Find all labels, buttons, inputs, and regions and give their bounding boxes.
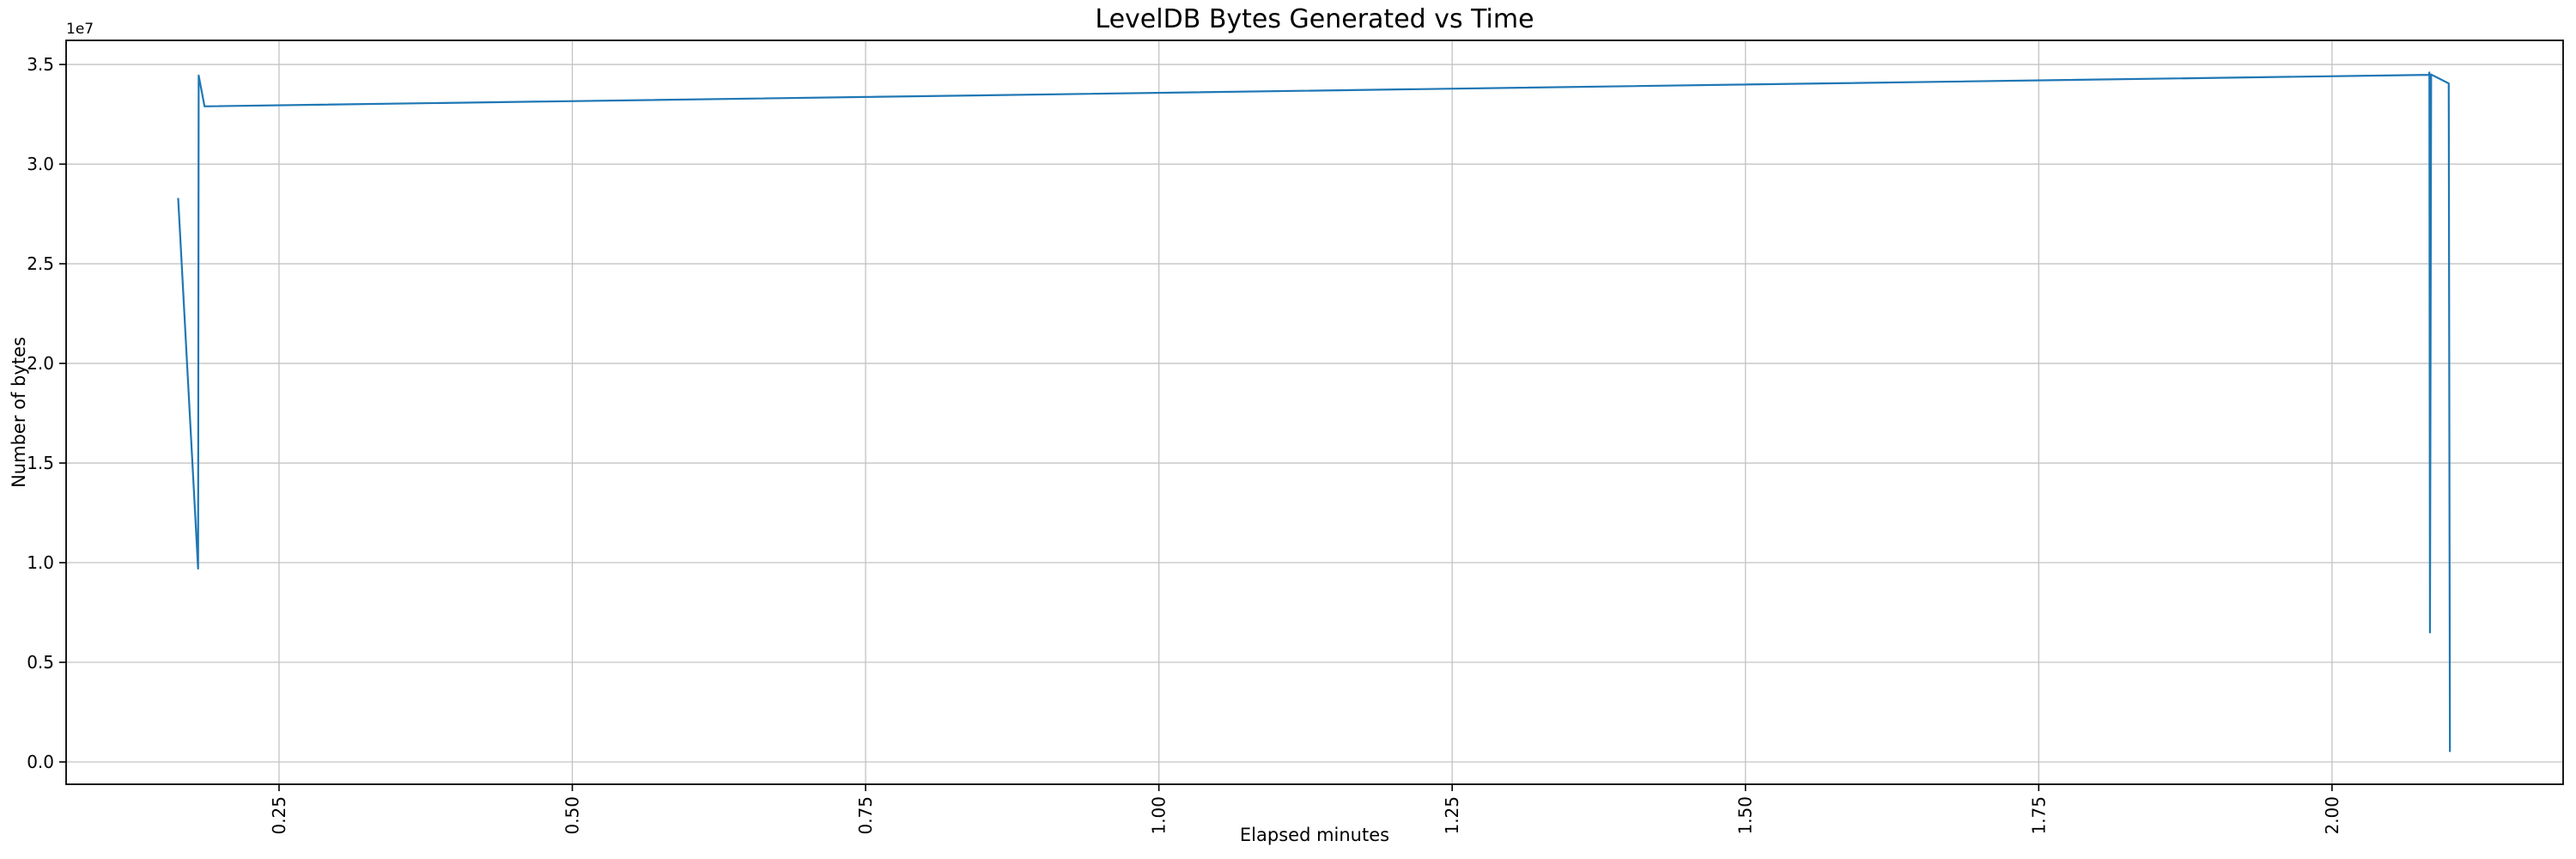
y-tick-label: 2.5 [27, 253, 54, 274]
x-tick-label: 1.00 [1149, 796, 1170, 835]
axis-layer [59, 40, 2564, 791]
y-tick-label: 0.0 [27, 752, 54, 772]
data-layer [177, 71, 2451, 752]
y-tick-label: 2.0 [27, 353, 54, 374]
chart-title: LevelDB Bytes Generated vs Time [1095, 4, 1534, 34]
x-tick-label: 0.50 [562, 796, 583, 835]
x-tick-label: 2.00 [2322, 796, 2342, 835]
x-tick-label: 0.25 [269, 796, 289, 835]
x-tick-label: 0.75 [855, 796, 876, 835]
grid-layer [66, 40, 2563, 784]
data-line [177, 71, 2451, 752]
x-axis-label: Elapsed minutes [1239, 825, 1390, 845]
x-tick-label: 1.75 [2028, 796, 2049, 835]
y-tick-label: 1.0 [27, 552, 54, 573]
y-axis-label: Number of bytes [9, 337, 29, 488]
x-tick-label: 1.50 [1735, 796, 1756, 835]
y-axis-offset-label: 1e7 [66, 21, 94, 38]
y-tick-label: 1.5 [27, 453, 54, 473]
y-tick-label: 0.5 [27, 652, 54, 673]
tick-label-layer: 0.25 0.50 0.75 1.00 1.25 1.50 1.75 2.00 0.0 0.5 1.… [27, 54, 2342, 834]
y-tick-label: 3.0 [27, 154, 54, 174]
plot-spines [65, 40, 2564, 785]
y-tick-label: 3.5 [27, 54, 54, 75]
x-tick-label: 1.25 [1442, 796, 1462, 835]
